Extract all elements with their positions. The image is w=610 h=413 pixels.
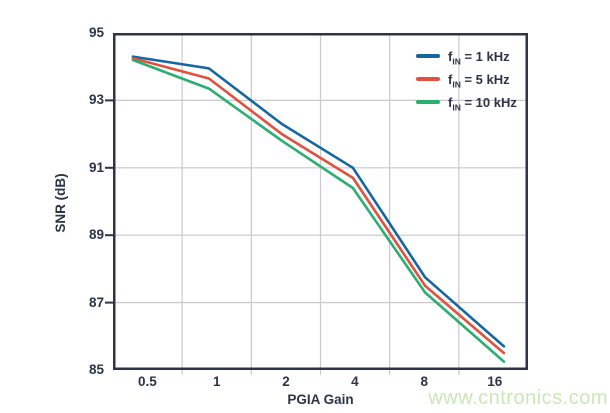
- x-tick-label: 4: [351, 374, 359, 389]
- legend-label-prefix: f: [448, 48, 453, 64]
- watermark: www.cntronics.com: [428, 387, 608, 409]
- y-tick-label: 85: [88, 362, 104, 377]
- y-axis-title: SNR (dB): [53, 173, 68, 233]
- legend-label-5khz: fIN = 5 kHz: [448, 71, 510, 90]
- legend-label-sub: IN: [452, 56, 461, 67]
- legend-label-suffix: = 10 kHz: [460, 94, 517, 110]
- legend-item-1khz: fIN = 1 kHz: [416, 48, 517, 67]
- y-tick-label: 91: [88, 159, 104, 175]
- plot-area: fIN = 1 kHz fIN = 5 kHz fIN = 10 kHz: [105, 33, 528, 375]
- legend-item-10khz: fIN = 10 kHz: [416, 94, 517, 113]
- chart-legend: fIN = 1 kHz fIN = 5 kHz fIN = 10 kHz: [416, 48, 517, 117]
- legend-label-10khz: fIN = 10 kHz: [448, 94, 517, 113]
- legend-label-1khz: fIN = 1 kHz: [448, 48, 510, 67]
- legend-label-prefix: f: [448, 71, 453, 87]
- legend-label-sub: IN: [452, 79, 461, 90]
- x-tick-label: 8: [420, 374, 428, 389]
- y-tick-label: 93: [88, 92, 104, 108]
- x-tick-label: 0.5: [138, 374, 157, 389]
- legend-line-swatch-5khz: [416, 77, 440, 81]
- x-tick-label: 2: [282, 374, 290, 389]
- chart-canvas: [105, 33, 528, 375]
- legend-label-suffix: = 1 kHz: [460, 48, 510, 64]
- legend-label-suffix: = 5 kHz: [460, 71, 510, 87]
- x-tick-label: 1: [212, 374, 221, 389]
- x-tick-label: 16: [487, 374, 503, 389]
- legend-item-5khz: fIN = 5 kHz: [416, 71, 517, 90]
- y-tick-label: 89: [88, 227, 104, 243]
- legend-label-prefix: f: [448, 94, 453, 110]
- y-tick-label: 95: [88, 25, 104, 40]
- x-axis-title: PGIA Gain: [287, 392, 354, 407]
- legend-line-swatch-1khz: [416, 54, 440, 58]
- legend-label-sub: IN: [452, 102, 461, 113]
- y-tick-label: 87: [88, 294, 104, 310]
- legend-line-swatch-10khz: [416, 100, 440, 104]
